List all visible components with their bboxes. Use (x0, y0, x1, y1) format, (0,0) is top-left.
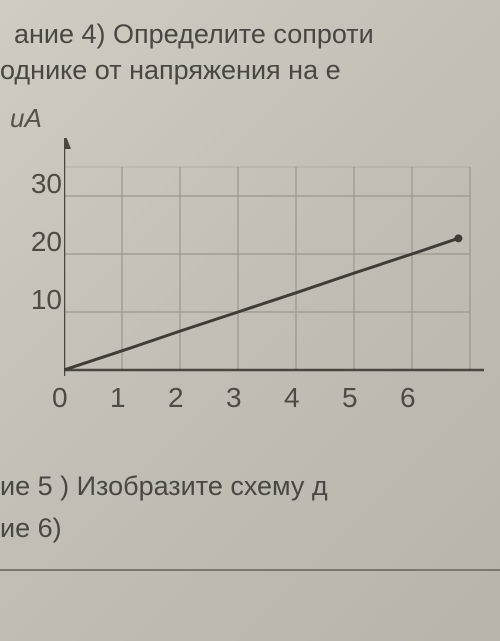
task5-text: ие 5 ) Изобразите схему д (0, 468, 500, 504)
x-tick-0: 0 (52, 382, 68, 414)
page-surface: ание 4) Определите сопроти однике от нап… (0, 0, 500, 641)
task6-text: ие 6) (0, 510, 500, 546)
x-tick-2: 2 (168, 382, 184, 414)
bottom-text-block: ие 5 ) Изобразите схему д ие 6) (0, 468, 500, 571)
chart-svg (64, 138, 494, 438)
chart-region: 30 20 10 0 1 2 3 4 5 6 (0, 138, 500, 458)
task4-text-line2: однике от напряжения на е (0, 52, 500, 88)
task4-text-line1: ание 4) Определите сопроти (0, 16, 500, 52)
x-tick-3: 3 (226, 382, 242, 414)
x-tick-4: 4 (284, 382, 300, 414)
horizontal-rule (0, 569, 500, 571)
y-tick-10: 10 (31, 284, 62, 316)
y-tick-30: 30 (31, 168, 62, 200)
x-tick-6: 6 (400, 382, 416, 414)
x-tick-1: 1 (110, 382, 126, 414)
x-tick-5: 5 (342, 382, 358, 414)
y-tick-20: 20 (31, 226, 62, 258)
y-axis-unit-label: иА (10, 103, 500, 134)
